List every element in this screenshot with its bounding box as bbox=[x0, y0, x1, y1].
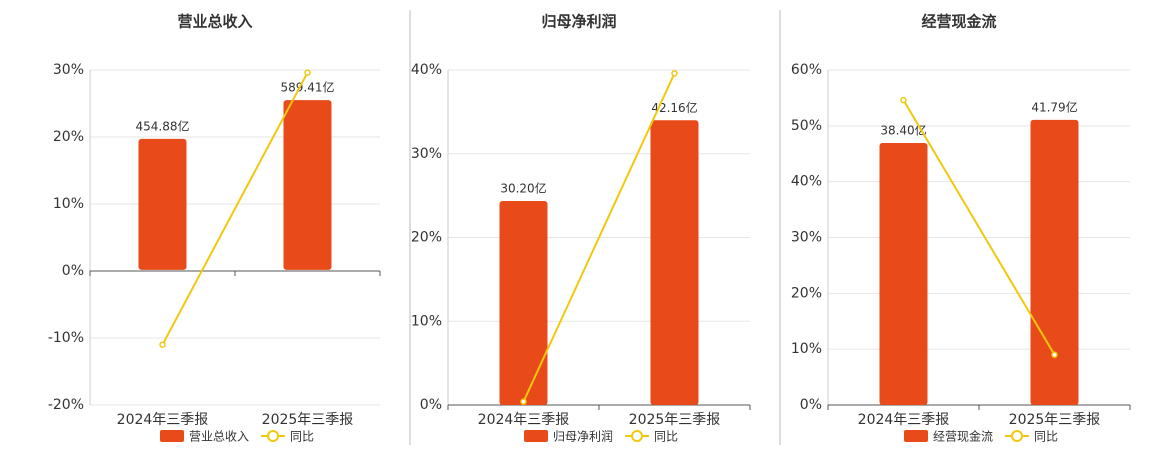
line bbox=[902, 99, 1056, 356]
legend-label: 归母净利润 bbox=[553, 430, 613, 444]
chart-title: 营业总收入 bbox=[177, 13, 252, 31]
bar bbox=[138, 138, 187, 270]
line bbox=[161, 72, 309, 346]
y-tick-label: -20% bbox=[48, 397, 84, 413]
y-tick-label: 0% bbox=[62, 263, 84, 279]
y-tick-label: 10% bbox=[411, 313, 442, 329]
y-tick-label: 10% bbox=[53, 196, 84, 212]
y-tick-label: 40% bbox=[791, 174, 822, 190]
legend-label: 经营现金流 bbox=[933, 429, 993, 444]
line bbox=[522, 72, 676, 403]
y-tick-label: -10% bbox=[48, 330, 84, 346]
legend-label: 同比 bbox=[290, 430, 314, 444]
y-tick-label: 20% bbox=[411, 230, 442, 246]
legend-label: 同比 bbox=[1034, 430, 1058, 444]
y-tick-label: 60% bbox=[791, 62, 822, 78]
x-tick-label: 2025年三季报 bbox=[629, 412, 721, 428]
data-label: 454.88亿 bbox=[136, 118, 190, 133]
legend-swatch bbox=[267, 430, 280, 442]
data-label: 30.20亿 bbox=[500, 181, 546, 196]
legend-swatch bbox=[904, 430, 928, 442]
x-tick-label: 2024年三季报 bbox=[478, 412, 570, 428]
chart-title: 经营现金流 bbox=[921, 13, 996, 31]
line-marker bbox=[671, 70, 678, 77]
y-tick-label: 30% bbox=[53, 62, 84, 78]
y-tick-label: 10% bbox=[791, 341, 822, 357]
legend-swatch bbox=[631, 430, 644, 442]
y-tick-label: 0% bbox=[800, 397, 822, 413]
legend-label: 同比 bbox=[654, 430, 678, 444]
bar bbox=[1030, 119, 1079, 405]
line-marker bbox=[304, 69, 311, 76]
legend-swatch bbox=[1011, 430, 1024, 442]
y-tick-label: 20% bbox=[791, 285, 822, 301]
bar bbox=[879, 143, 928, 405]
bar bbox=[499, 201, 548, 405]
bar bbox=[650, 120, 699, 405]
data-label: 38.40亿 bbox=[880, 123, 926, 138]
y-tick-label: 50% bbox=[791, 118, 822, 134]
data-label: 42.16亿 bbox=[651, 100, 697, 115]
data-label: 589.41亿 bbox=[281, 80, 335, 95]
legend-swatch bbox=[160, 430, 184, 442]
x-tick-label: 2024年三季报 bbox=[117, 412, 209, 428]
x-tick-label: 2024年三季报 bbox=[858, 412, 950, 428]
y-tick-label: 30% bbox=[791, 230, 822, 246]
legend-swatch bbox=[524, 430, 548, 442]
y-tick-label: 40% bbox=[411, 62, 442, 78]
chart-title: 归母净利润 bbox=[541, 13, 616, 31]
y-tick-label: 20% bbox=[53, 129, 84, 145]
y-tick-label: 0% bbox=[420, 397, 442, 413]
line-marker bbox=[900, 96, 907, 104]
line-marker bbox=[520, 398, 527, 405]
bar bbox=[283, 100, 332, 270]
line-marker bbox=[159, 341, 166, 348]
line-marker bbox=[1051, 351, 1058, 358]
x-tick-label: 2025年三季报 bbox=[262, 412, 354, 428]
legend-label: 营业总收入 bbox=[189, 430, 249, 444]
y-tick-label: 30% bbox=[411, 146, 442, 162]
x-tick-label: 2025年三季报 bbox=[1009, 412, 1101, 428]
data-label: 41.79亿 bbox=[1031, 99, 1077, 114]
